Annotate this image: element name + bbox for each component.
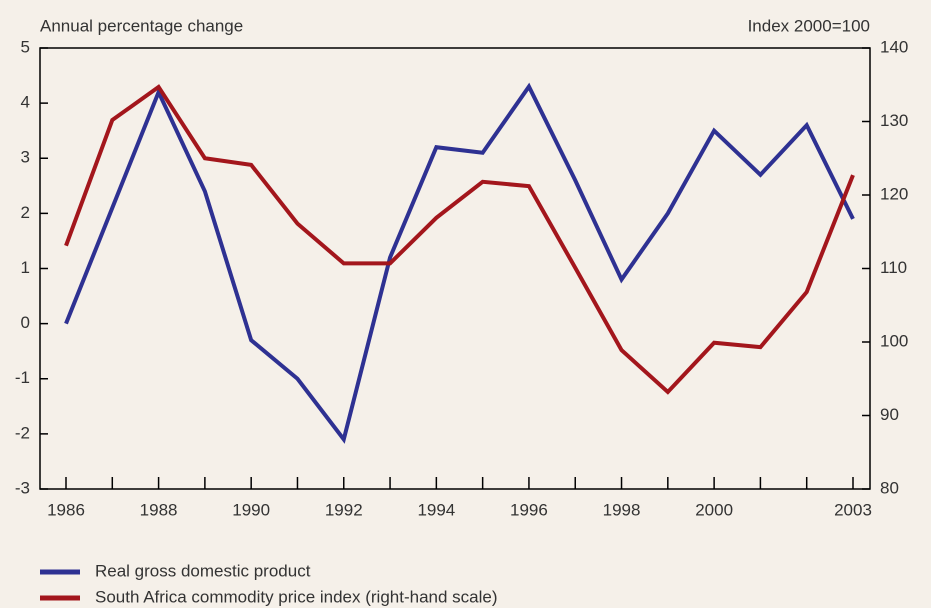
y-tick-label: -3 (15, 478, 30, 497)
y2-tick-label: 80 (880, 478, 899, 497)
legend-label: South Africa commodity price index (righ… (95, 587, 498, 606)
y2-tick-label: 90 (880, 405, 899, 424)
series-line (64, 84, 855, 395)
y2-tick-label: 130 (880, 111, 908, 130)
y2-tick-label: 100 (880, 331, 908, 350)
y-tick-label: -1 (15, 368, 30, 387)
y2-tick-label: 110 (880, 258, 907, 277)
y-tick-label: 0 (21, 313, 30, 332)
y-axis-title: Annual percentage change (40, 16, 243, 35)
x-tick-label: 2000 (695, 500, 733, 519)
legend-label: Real gross domestic product (95, 561, 311, 580)
y-tick-label: 2 (21, 203, 30, 222)
y2-tick-label: 120 (880, 184, 908, 203)
x-tick-label: 2003 (834, 500, 872, 519)
x-tick-label: 1992 (325, 500, 363, 519)
y2-tick-label: 140 (880, 37, 908, 56)
y2-axis-title: Index 2000=100 (748, 16, 870, 35)
x-tick-label: 1994 (417, 500, 455, 519)
x-tick-label: 1986 (47, 500, 85, 519)
x-tick-label: 1998 (603, 500, 641, 519)
y-tick-label: -2 (15, 423, 30, 442)
y-tick-label: 4 (21, 93, 30, 112)
y-tick-label: 1 (21, 258, 30, 277)
y-tick-label: 3 (21, 148, 30, 167)
series-line (64, 82, 855, 444)
x-tick-label: 1988 (140, 500, 178, 519)
x-tick-label: 1996 (510, 500, 548, 519)
x-tick-label: 1990 (232, 500, 270, 519)
y-tick-label: 5 (21, 37, 30, 56)
